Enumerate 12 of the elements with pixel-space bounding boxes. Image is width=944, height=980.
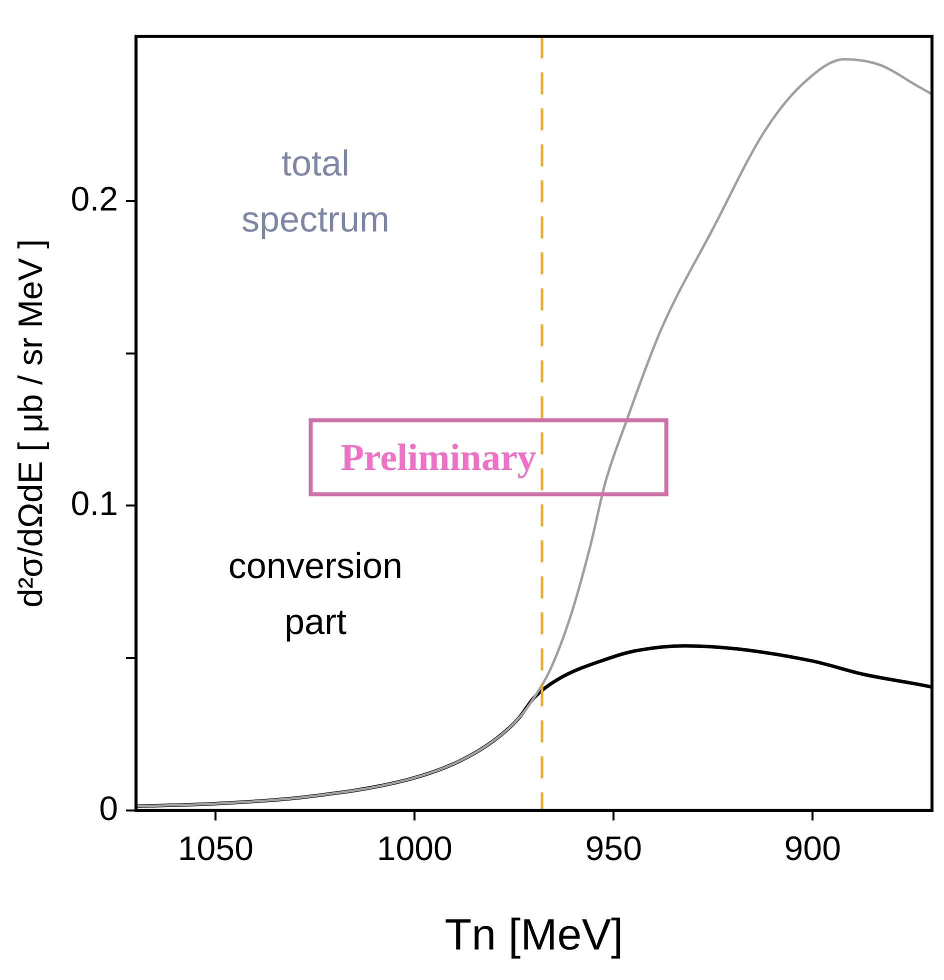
text: conversion part xyxy=(228,545,402,642)
y-tick-label: 0 xyxy=(99,790,118,828)
x-axis-title: Tn [MeV] xyxy=(444,910,624,960)
x-tick-label: 1000 xyxy=(376,830,452,868)
text: total spectrum xyxy=(241,142,390,240)
y-axis-title: d²σ/dΩdE [ μb / sr MeV ] xyxy=(12,239,50,608)
annotation: Preliminary xyxy=(340,437,536,480)
x-tick-label: 1050 xyxy=(178,830,254,868)
x-tick-label: 900 xyxy=(784,830,841,868)
x-tick-label: 950 xyxy=(585,830,642,868)
y-tick-label: 0.1 xyxy=(70,485,118,524)
y-tick-label: 0.2 xyxy=(70,180,118,218)
